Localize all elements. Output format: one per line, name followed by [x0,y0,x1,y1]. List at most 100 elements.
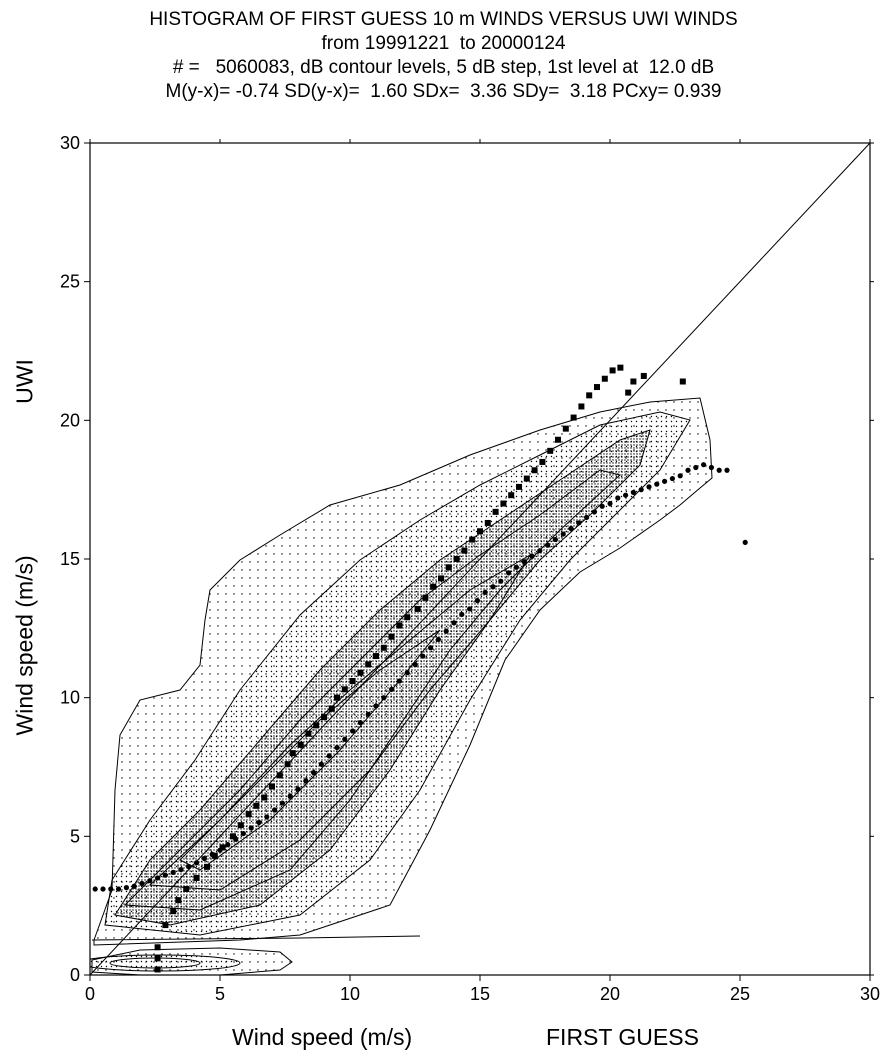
square-marker [211,852,218,859]
y-tick-label: 10 [60,688,80,708]
square-marker [404,614,411,621]
square-marker [555,436,561,443]
square-marker [334,694,340,701]
circle-marker [92,886,98,892]
circle-marker [186,864,192,870]
square-marker [388,633,395,640]
x-axis-label: Wind speed (m/s) [232,1024,413,1050]
square-marker [484,519,491,526]
square-marker [414,605,421,612]
y-tick-label: 30 [60,133,80,153]
square-marker [204,863,210,870]
circle-marker [155,875,161,881]
y-tick-label: 20 [60,410,80,430]
square-marker [562,425,569,432]
contour-level-3 [114,429,651,926]
circle-marker [498,578,504,584]
circle-marker [272,807,278,813]
circle-marker [420,653,426,659]
circle-marker [357,720,363,726]
y-tick-label: 5 [70,826,80,846]
contour-level-6 [179,629,441,871]
circle-marker [194,860,200,866]
circle-marker [248,825,254,831]
reference-line [89,142,871,976]
circle-marker [693,464,699,471]
square-marker [154,955,161,962]
contour-level-4 [123,469,622,911]
circle-marker [350,728,356,734]
square-marker [609,367,616,374]
square-marker [170,908,177,915]
circle-marker [100,886,106,892]
circle-marker [708,464,715,471]
circle-marker [607,500,613,507]
circle-marker [545,542,551,548]
circle-marker [139,880,145,887]
circle-marker [459,611,465,618]
square-marker [245,811,252,818]
square-marker [445,564,452,571]
square-marker [594,384,600,391]
y-tick-label: 15 [60,549,80,569]
circle-marker [443,628,449,634]
circle-marker [225,842,231,848]
square-marker [422,594,429,601]
square-marker [365,661,372,668]
square-marker [477,528,483,535]
circle-marker [529,553,535,559]
square-marker [539,458,546,465]
circle-marker [701,462,707,468]
y-axis-label: Wind speed (m/s) [11,555,38,736]
circle-marker [311,769,317,776]
circle-marker [537,548,543,554]
circle-marker [552,536,559,543]
square-marker [601,375,608,382]
circle-marker [123,885,129,891]
square-marker [341,686,348,693]
square-marker [640,372,647,379]
circle-marker [396,678,402,684]
circle-marker [318,761,324,767]
circle-marker [326,753,332,759]
circle-marker [685,467,691,473]
plot-axes: 0 5 10 15 20 25 30 0 5 10 15 20 25 30 [60,133,880,1004]
circle-marker [334,744,340,751]
circle-marker [162,872,168,878]
y-tick-label: 0 [70,965,80,985]
square-marker [193,874,200,881]
circle-marker [591,509,598,515]
square-marker [237,822,244,829]
circle-marker [576,520,582,526]
circle-marker [662,478,668,484]
circle-marker [209,851,215,857]
x-tick-label: 5 [215,984,225,1004]
square-marker [284,761,291,768]
square-marker [269,783,275,790]
circle-markers [92,462,748,892]
circle-marker [279,800,285,806]
square-marker [253,802,260,809]
square-marker [154,966,161,973]
circle-marker [365,711,371,717]
square-marker [373,653,379,660]
square-marker [175,897,182,904]
square-marker [305,730,312,737]
circle-marker [623,492,629,498]
circle-marker [256,819,262,826]
square-marker [523,475,530,482]
circle-marker [724,467,730,473]
square-marker [578,403,585,410]
circle-marker [451,620,457,626]
square-marker [679,378,686,385]
circle-marker [201,855,207,862]
square-marker [508,492,515,499]
x-tick-label: 10 [340,984,360,1004]
x-tick-label: 20 [600,984,620,1004]
circle-marker [217,847,223,853]
square-marker [531,467,538,474]
circle-marker [295,786,301,792]
circle-marker [599,503,605,509]
circle-marker [147,878,153,884]
